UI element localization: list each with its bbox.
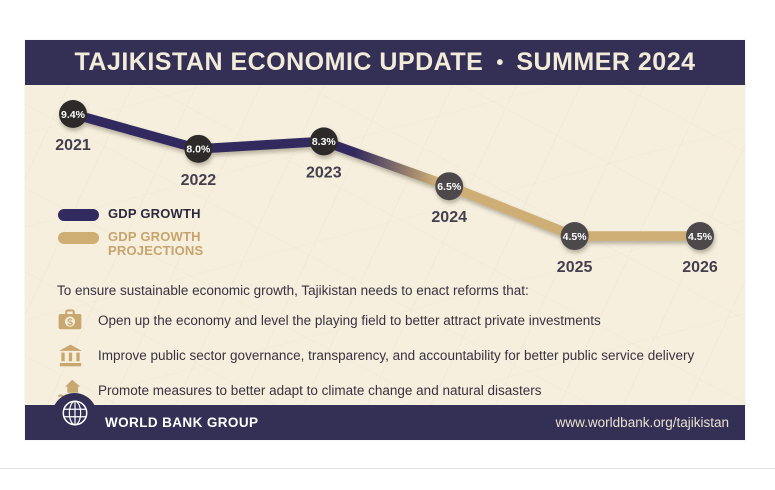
list-item: Promote measures to better adapt to clim… [57, 377, 719, 403]
year-axis-label: 2023 [306, 164, 342, 181]
data-point [309, 127, 338, 156]
gdp-growth-line [68, 109, 705, 241]
data-point-value-label: 8.3% [312, 136, 337, 148]
reform-text: Promote measures to better adapt to clim… [98, 382, 542, 398]
world-bank-globe-icon [60, 398, 90, 433]
government-bank-icon [57, 342, 83, 368]
legend-label: GDP GROWTH [108, 206, 201, 221]
investment-briefcase-icon: $ [57, 307, 83, 333]
reform-text: Improve public sector governance, transp… [98, 347, 695, 363]
footer-brand-text: WORLD BANK GROUP [105, 415, 259, 430]
header-bar: TAJIKISTAN ECONOMIC UPDATE • SUMMER 2024 [25, 40, 745, 85]
legend-label: GDP GROWTH PROJECTIONS [108, 229, 204, 259]
data-point-value-label: 4.5% [563, 231, 588, 243]
data-point-value-label: 4.5% [688, 231, 713, 243]
legend-item-gdp-growth-projections: GDP GROWTH PROJECTIONS [58, 229, 226, 259]
data-point-value-label: 6.5% [437, 181, 462, 193]
data-point [686, 222, 714, 251]
year-axis-label: 2022 [181, 172, 217, 189]
data-point-value-label: 8.0% [186, 144, 211, 156]
gdp-growth-line-chart: 9.4% 2021 8.0% 2022 8.3% 2023 6.5% 2024 4.5% 2025… [55, 100, 718, 276]
data-point-value-label: 9.4% [61, 109, 86, 121]
year-axis-label: 2021 [55, 137, 91, 154]
reform-text: Open up the economy and level the playin… [98, 312, 601, 328]
reforms-intro-text: To ensure sustainable economic growth, T… [57, 283, 529, 298]
list-item: $ Open up the economy and level the play… [57, 307, 719, 333]
title-separator-dot: • [496, 51, 504, 74]
svg-text:$: $ [67, 317, 73, 328]
year-axis-label: 2024 [431, 209, 467, 226]
world-bank-logo-badge [52, 393, 97, 438]
year-axis-label: 2025 [557, 259, 593, 276]
legend-item-gdp-growth: GDP GROWTH [58, 206, 226, 221]
data-point [560, 222, 589, 251]
list-item: Improve public sector governance, transp… [57, 342, 719, 368]
chart-legend: GDP GROWTH GDP GROWTH PROJECTIONS [58, 206, 226, 267]
page-title-main: TAJIKISTAN ECONOMIC UPDATE [74, 48, 484, 76]
reforms-section: To ensure sustainable economic growth, T… [57, 283, 719, 403]
year-axis-label: 2026 [682, 259, 718, 276]
gdp-projections-swatch-icon [58, 232, 99, 245]
data-point [435, 172, 464, 201]
footer-bar: WORLD BANK GROUP www.worldbank.org/tajik… [25, 393, 745, 440]
data-point [184, 134, 213, 163]
infographic-card: TAJIKISTAN ECONOMIC UPDATE • SUMMER 2024… [25, 40, 745, 440]
page-title-season: SUMMER 2024 [516, 48, 696, 76]
gdp-growth-swatch-icon [58, 209, 99, 221]
footer-url-text: www.worldbank.org/tajikistan [555, 415, 729, 430]
page-divider-rule [0, 468, 775, 469]
data-point [59, 100, 87, 128]
